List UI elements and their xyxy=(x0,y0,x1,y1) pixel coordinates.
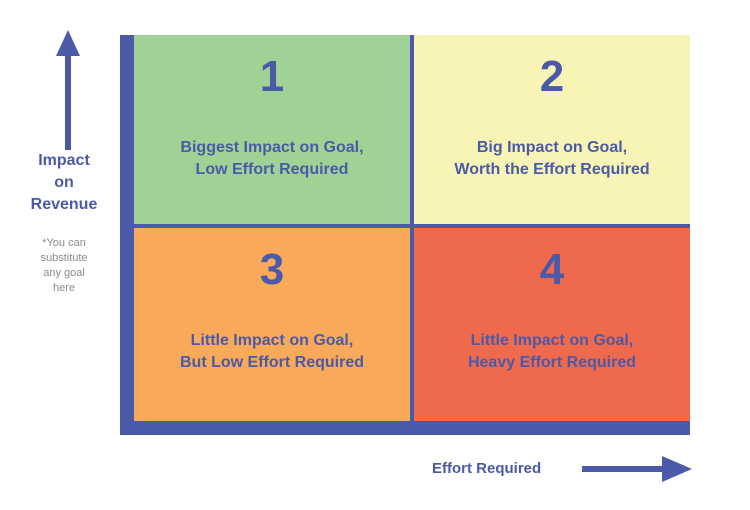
quadrant-2-description: Big Impact on Goal, Worth the Effort Req… xyxy=(454,137,649,181)
y-axis-label-line-1: Impact xyxy=(38,152,90,169)
quadrant-1-description: Biggest Impact on Goal, Low Effort Requi… xyxy=(180,137,363,181)
quadrant-2-number: 2 xyxy=(539,52,565,101)
y-axis-footnote-line-4: here xyxy=(52,282,76,294)
y-axis-footnote-line-1: *You can xyxy=(42,237,86,249)
quadrant-3-line-1: Little Impact on Goal, xyxy=(190,332,354,349)
x-axis-arrow-right-icon xyxy=(582,456,692,482)
quadrant-1-number: 1 xyxy=(259,52,285,101)
y-axis-footnote-line-3: any goal xyxy=(43,267,85,279)
y-axis-footnote-line-2: substitute xyxy=(40,252,88,264)
quadrant-4-line-2: Heavy Effort Required xyxy=(467,354,637,371)
quadrant-2-line-1: Big Impact on Goal, xyxy=(476,139,628,156)
quadrant-3-line-2: But Low Effort Required xyxy=(180,354,364,371)
quadrant-4-number: 4 xyxy=(539,245,565,294)
y-axis-label-line-2: on xyxy=(54,174,74,191)
quadrant-3-description: Little Impact on Goal, But Low Effort Re… xyxy=(180,330,364,374)
x-axis-label: Effort Required xyxy=(432,460,542,477)
quadrant-4-description: Little Impact on Goal, Heavy Effort Requ… xyxy=(468,330,636,374)
quadrant-3: 3 Little Impact on Goal, But Low Effort … xyxy=(134,228,410,421)
y-axis-footnote: *You can substitute any goal here xyxy=(24,236,104,296)
y-axis-label-line-3: Revenue xyxy=(30,196,98,213)
quadrant-2: 2 Big Impact on Goal, Worth the Effort R… xyxy=(414,35,690,224)
quadrant-2-line-2: Worth the Effort Required xyxy=(454,161,650,178)
quadrant-4-line-1: Little Impact on Goal, xyxy=(470,332,634,349)
quadrant-1: 1 Biggest Impact on Goal, Low Effort Req… xyxy=(134,35,410,224)
matrix-grid: 1 Biggest Impact on Goal, Low Effort Req… xyxy=(120,35,690,435)
y-axis-label: Impact on Revenue xyxy=(14,150,114,216)
quadrant-3-number: 3 xyxy=(259,245,285,294)
quadrant-1-line-1: Biggest Impact on Goal, xyxy=(180,139,364,156)
quadrant-1-line-2: Low Effort Required xyxy=(195,161,349,178)
y-axis-arrow-up-icon xyxy=(56,30,80,150)
quadrant-4: 4 Little Impact on Goal, Heavy Effort Re… xyxy=(414,228,690,421)
